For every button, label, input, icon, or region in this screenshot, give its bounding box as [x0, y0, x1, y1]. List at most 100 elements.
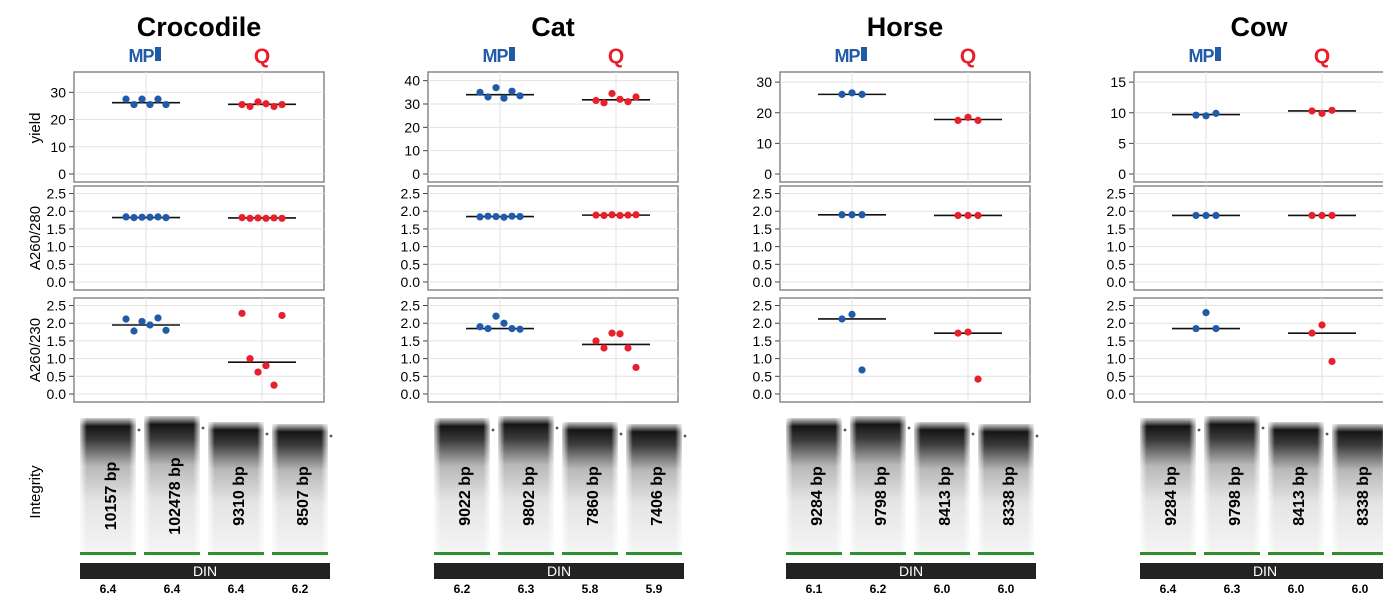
data-point-q [616, 211, 624, 220]
method-label-mp: MP [835, 46, 861, 66]
gel-lane-edge [434, 418, 490, 556]
method-label-mp: MP [1189, 46, 1215, 66]
data-point-mp [838, 315, 846, 323]
data-point-mp [476, 323, 484, 331]
tick-label: 2.5 [1107, 186, 1127, 202]
tick-label: 0.0 [401, 386, 421, 402]
band-size-label: 8338 bp [1001, 466, 1018, 526]
tick-label: 40 [404, 73, 420, 89]
din-bar [786, 563, 1036, 579]
din-value: 6.2 [870, 582, 887, 595]
data-point-q [600, 99, 608, 107]
method-label-q: Q [1314, 45, 1330, 68]
plot-frame-a260_230 [779, 297, 1031, 403]
data-point-q [270, 214, 278, 222]
lower-marker-band [978, 552, 1034, 555]
lower-marker-band [626, 552, 682, 555]
plot-frame-a260_230 [73, 297, 325, 403]
tick-label: 10 [1110, 105, 1126, 121]
data-point-q [632, 93, 640, 101]
tick-label: 0.5 [47, 368, 67, 384]
din-value: 6.0 [1352, 582, 1369, 595]
gel-lane-edge [626, 424, 682, 556]
data-point-mp [130, 214, 138, 222]
data-point-mp [476, 88, 484, 96]
method-label-mp: MP [483, 46, 509, 66]
data-point-mp [484, 93, 492, 101]
data-point-q [1328, 211, 1336, 220]
plot-frame-yield [779, 71, 1031, 183]
tick-label: 0 [58, 166, 66, 182]
tick-label: 2.5 [1107, 298, 1127, 314]
tick-label: 2.5 [47, 298, 67, 314]
data-point-mp [130, 100, 138, 109]
data-point-mp [492, 312, 500, 320]
tick-label: 20 [756, 105, 772, 121]
data-point-q [616, 95, 624, 103]
din-label: DIN [899, 563, 923, 579]
lower-marker-band [1140, 552, 1196, 555]
din-value: 5.8 [582, 582, 599, 595]
lower-marker-band [786, 552, 842, 555]
tick-label: 0.5 [1107, 256, 1127, 272]
data-point-q [964, 113, 972, 121]
din-label: DIN [1253, 563, 1277, 579]
data-point-q [238, 214, 246, 222]
din-value: 6.4 [1160, 582, 1177, 595]
tick-label: 0.5 [47, 256, 67, 272]
lower-marker-band [208, 552, 264, 555]
band-size-label: 9310 bp [231, 466, 248, 526]
data-point-q [270, 102, 278, 111]
tick-label: 2.5 [401, 298, 421, 314]
data-point-q [632, 211, 640, 219]
din-value: 5.9 [646, 582, 663, 595]
row-label-yield: yield [27, 113, 44, 144]
data-point-q [632, 363, 640, 372]
band-dot [491, 428, 495, 432]
data-point-mp [130, 327, 138, 335]
gel-lane-edge [1268, 422, 1324, 556]
row-label-a260-230: A260/230 [27, 318, 44, 382]
data-point-q [592, 211, 600, 219]
tick-label: 2.0 [47, 315, 67, 331]
lower-marker-band [914, 552, 970, 555]
data-point-mp [146, 100, 154, 109]
gel-lane-edge [272, 424, 328, 556]
din-value: 6.0 [1288, 582, 1305, 595]
data-point-q [592, 96, 600, 105]
tick-label: 1.5 [1107, 221, 1127, 237]
data-point-mp [162, 214, 170, 222]
data-point-mp [500, 213, 508, 221]
lower-marker-band [144, 552, 200, 555]
tick-label: 1.0 [401, 351, 421, 367]
gel-lane-edge [208, 422, 264, 556]
data-point-q [954, 116, 962, 125]
data-point-mp [1192, 324, 1200, 333]
data-point-q [254, 98, 262, 106]
data-point-mp [500, 319, 508, 327]
gel-lane-edge [498, 416, 554, 556]
data-point-q [1308, 329, 1316, 337]
din-bar [1140, 563, 1383, 579]
data-point-mp [162, 100, 170, 109]
tick-label: 1.0 [401, 239, 421, 255]
data-point-q [246, 355, 254, 363]
lower-marker-band [1204, 552, 1260, 555]
band-dot [555, 426, 559, 430]
tick-label: 2.0 [47, 203, 67, 219]
panel-title: Horse [867, 12, 944, 42]
method-label-q: Q [254, 45, 270, 68]
data-point-q [1328, 106, 1336, 114]
data-point-mp [1212, 324, 1220, 333]
gel-lane-edge [978, 424, 1034, 556]
din-value: 6.4 [228, 582, 245, 595]
din-value: 6.0 [998, 582, 1015, 595]
data-point-mp [1202, 112, 1210, 120]
tick-label: 0.0 [47, 274, 67, 290]
data-point-mp [838, 90, 846, 98]
tick-label: 1.0 [47, 239, 67, 255]
band-dot [265, 432, 269, 436]
